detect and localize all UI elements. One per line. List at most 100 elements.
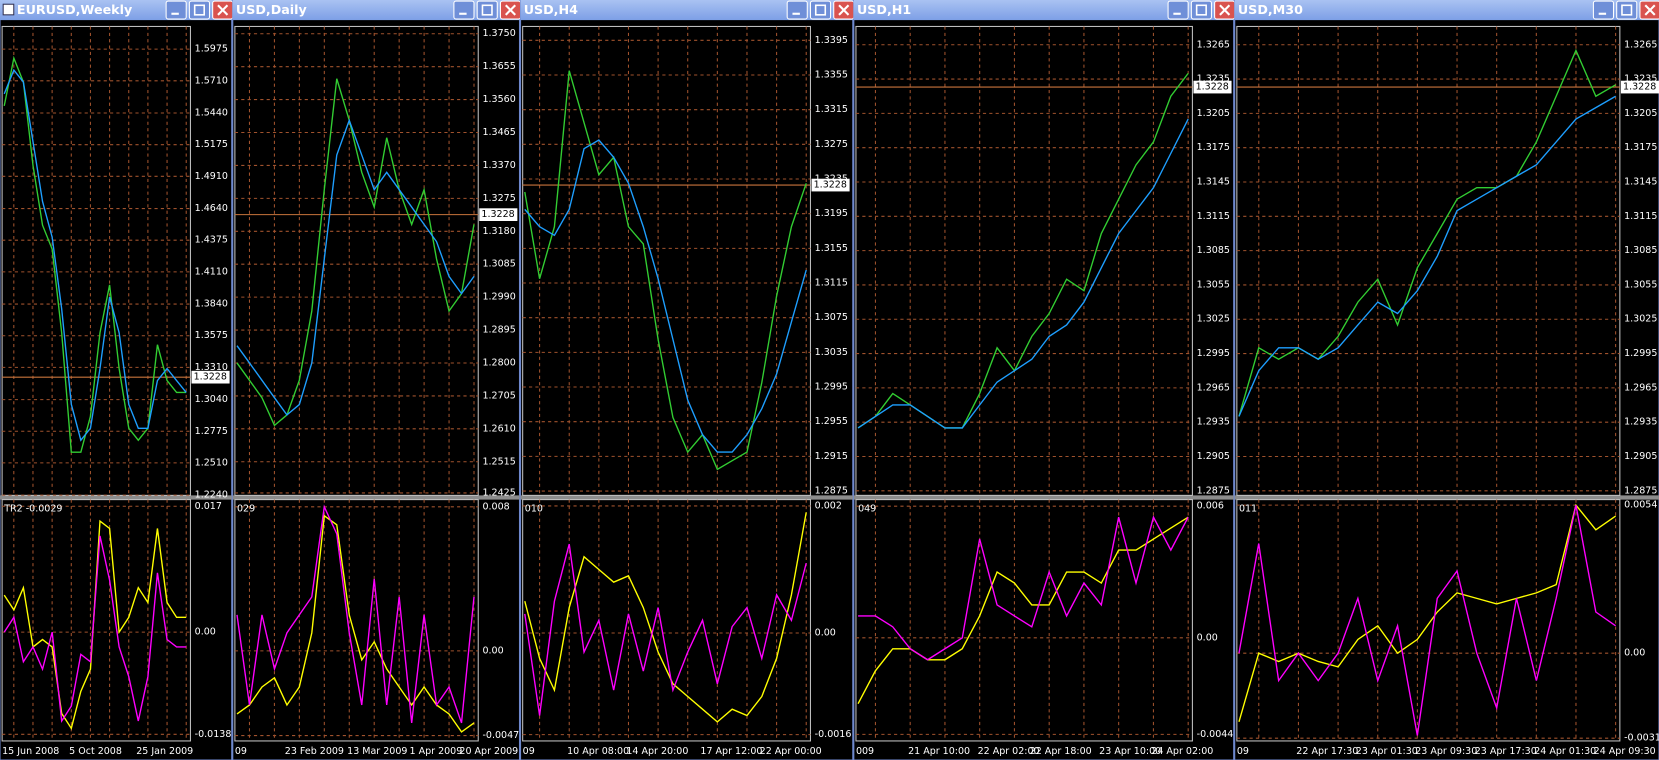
y-tick-label: 1.2875 [815,486,848,497]
x-tick-label: 21 Apr 10:00 [908,746,970,757]
y-tick-label: 1.3195 [815,208,848,219]
icon [1195,4,1207,16]
y-tick-label: 1.2995 [1624,348,1657,359]
window-title: USD,Daily [236,2,308,17]
x-tick-label: 23 Apr 01:30 [1356,746,1418,757]
x-tick-label: 23 Apr 10:00 [1099,746,1161,757]
y-tick-label: 1.3275 [815,139,848,150]
x-tick-label: 20 Apr 2009 [459,746,518,757]
y-tick-label: 1.3085 [482,259,515,270]
y-tick-label: 1.2705 [482,390,515,401]
title-bar [1234,0,1659,21]
y-tick-label: 1.3560 [482,94,515,105]
y-tick-label: 1.2935 [1197,417,1230,428]
window-icon [2,3,15,16]
indicator-label: TR2 -0.0029 [3,504,62,515]
y-tick-label: 1.3155 [815,243,848,254]
maximize-button[interactable] [476,0,498,20]
y-tick-label: 1.3035 [815,347,848,358]
x-tick-label: 24 Apr 01:30 [1534,746,1596,757]
minimize-button[interactable] [1592,0,1615,20]
y-tick-label: 1.2990 [482,292,515,303]
y-tick-label: 1.3025 [1197,314,1230,325]
y-tick-label: 1.2875 [1624,485,1657,496]
y-tick-label: 0.00 [482,645,503,656]
y-tick-label: 1.5440 [195,108,228,119]
icon [1621,4,1633,16]
indicator-label: 011 [1239,504,1257,515]
minimize-button[interactable] [453,0,475,20]
x-tick-label: 24 Apr 02:00 [1151,746,1213,757]
x-tick-label: 23 Apr 09:30 [1415,746,1477,757]
series-line [236,118,475,416]
window [520,0,854,760]
title-bar [853,0,1234,21]
y-tick-label: 1.3265 [1197,39,1230,50]
y-tick-label: 1.3145 [1624,177,1657,188]
window-title: USD,M30 [1238,2,1303,17]
plot-frame [522,25,811,496]
minimize-button[interactable] [786,0,808,20]
icon [1644,4,1656,16]
y-tick-label: -0.0138 [195,729,232,740]
x-tick-label: 25 Jan 2009 [136,746,193,757]
x-tick-label: 23 Apr 17:30 [1475,746,1537,757]
y-tick-label: 1.3075 [815,312,848,323]
window [1234,0,1659,760]
icon [217,4,229,16]
y-tick-label: -0.0016 [815,729,852,740]
y-tick-label: 1.2515 [482,456,515,467]
window-title: USD,H1 [857,2,911,17]
icon [193,4,205,16]
window-title: USD,H4 [524,2,578,17]
y-tick-label: -0.0047 [482,730,519,741]
y-tick-label: 1.3235 [1197,74,1230,85]
plot-frame [1,499,191,742]
maximize-button[interactable] [1190,0,1212,20]
plot-frame [234,25,479,496]
last-price-box [1620,80,1659,94]
title-bar [520,0,853,21]
indicator-label: 010 [525,504,543,515]
y-tick-label: 1.4110 [195,266,228,277]
plot-frame [522,499,811,742]
series-line [524,543,807,716]
maximize-button[interactable] [188,0,211,20]
icon [504,4,517,16]
x-tick-label: 24 Apr 09:30 [1594,746,1656,757]
y-tick-label: 1.3055 [1197,279,1230,290]
maximize-button[interactable] [809,0,832,20]
window-title: EURUSD,Weekly [17,2,133,17]
minimize-button[interactable] [1167,0,1189,20]
y-tick-label: 0.008 [482,501,509,512]
y-tick-label: 1.3310 [195,362,228,373]
y-tick-label: 0.006 [1197,501,1224,512]
y-tick-label: 1.3355 [815,69,848,80]
y-tick-label: 1.3115 [815,278,848,289]
series-line [1238,503,1617,722]
y-tick-label: 0.00 [195,627,216,638]
last-price-label: 1.3228 [194,372,227,383]
y-tick-label: 1.3040 [195,394,228,405]
y-tick-label: 1.4640 [195,203,228,214]
last-price-box [191,370,230,384]
y-tick-label: 1.3265 [1624,39,1657,50]
plot-frame [1236,499,1621,742]
minimize-button[interactable] [165,0,187,20]
y-tick-label: 0.002 [815,500,842,511]
y-tick-label: 1.2965 [1624,382,1657,393]
y-tick-label: 1.2915 [815,451,848,462]
plot-frame [1236,25,1621,496]
plot-frame [855,499,1193,742]
y-tick-label: 1.5175 [195,139,228,150]
panel-separator [232,495,520,500]
last-price-box [479,208,518,222]
series-line [3,535,187,723]
y-tick-label: 0.017 [195,501,222,512]
y-tick-label: 1.3370 [482,160,515,171]
panel-separator [853,495,1234,500]
x-tick-label: 09 [523,746,535,757]
maximize-button[interactable] [1616,0,1638,20]
y-tick-label: 1.2875 [1197,485,1230,496]
